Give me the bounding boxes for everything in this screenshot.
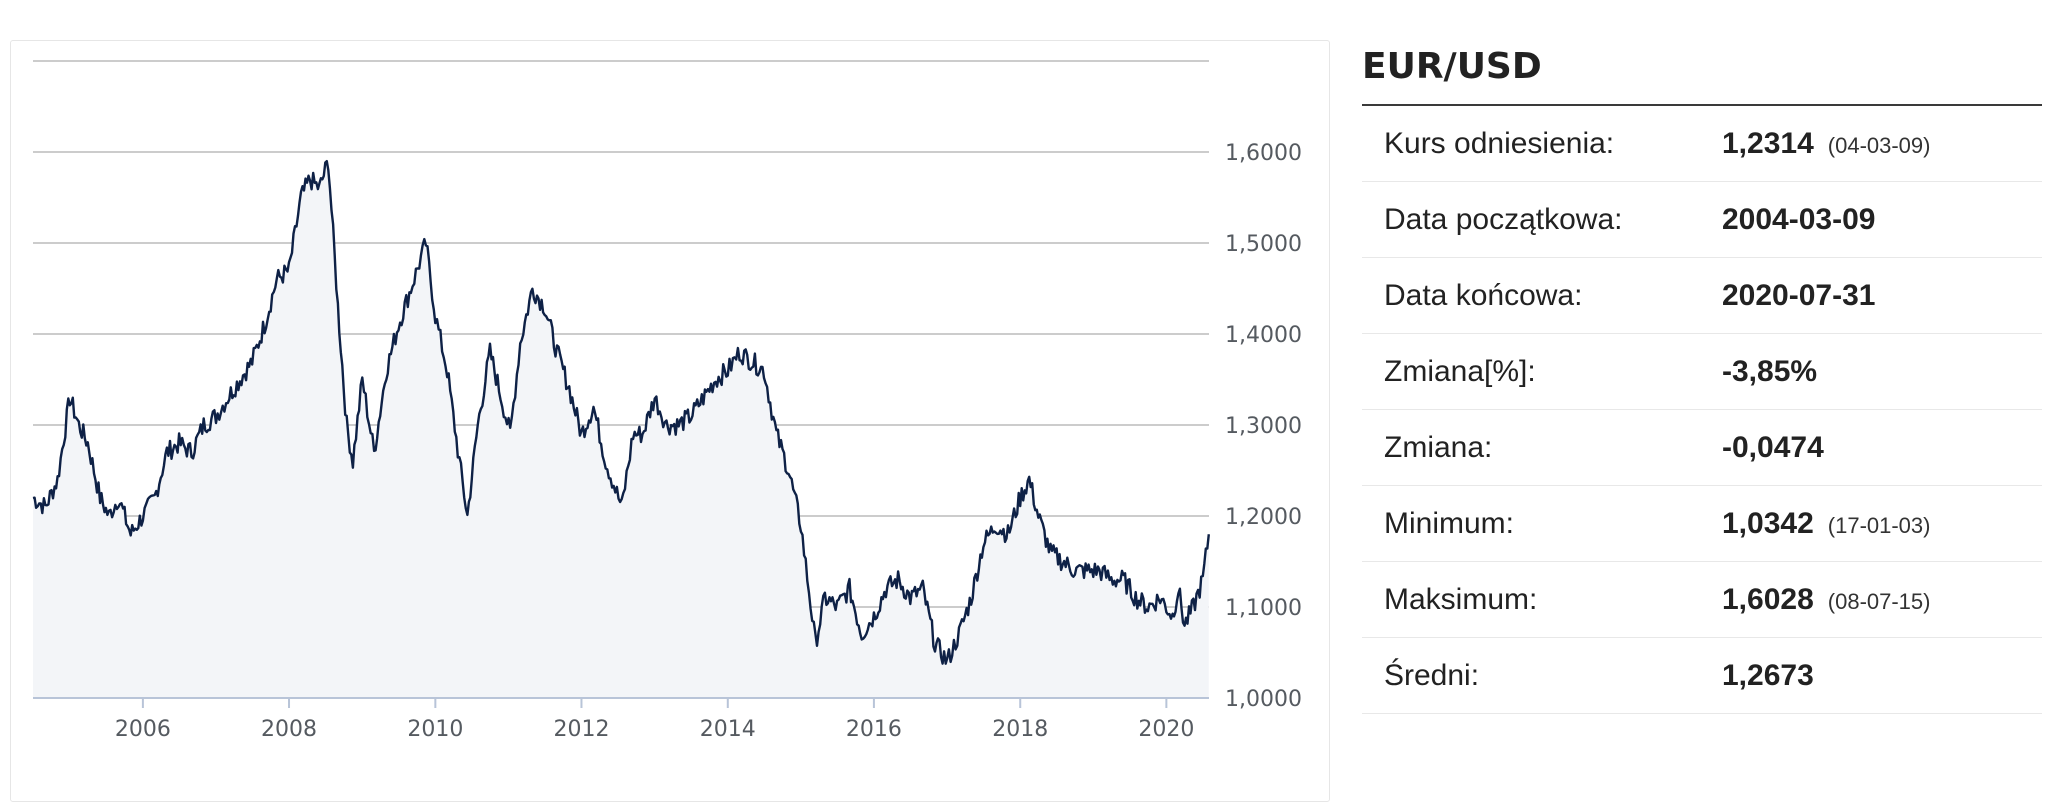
- series-line: [32, 160, 1210, 665]
- stat-value-text: 1,6028: [1722, 583, 1814, 616]
- stat-row: Zmiana[%]: -3,85%: [1362, 334, 2042, 410]
- stat-label: Data końcowa:: [1384, 279, 1583, 312]
- stat-row: Data początkowa: 2004-03-09: [1362, 182, 2042, 258]
- stat-label: Maksimum:: [1384, 583, 1538, 616]
- x-tick-label: 2018: [992, 717, 1048, 742]
- y-tick-label: 1,5000: [1225, 232, 1302, 257]
- stat-label: Zmiana:: [1384, 431, 1493, 464]
- x-tick-label: 2006: [115, 717, 171, 742]
- chart-svg: 1,0000 1,1000 1,2000 1,3000 1,4000 1,5000 1,60…: [32, 60, 1302, 742]
- stat-label: Średni:: [1384, 659, 1480, 692]
- stat-value: 1,6028 (08-07-15): [1722, 562, 1930, 639]
- stat-value-text: 1,2314: [1722, 127, 1814, 160]
- stat-row: Maksimum: 1,6028 (08-07-15): [1362, 562, 2042, 638]
- stat-label: Data początkowa:: [1384, 203, 1623, 236]
- stat-row: Kurs odniesienia: 1,2314 (04-03-09): [1362, 106, 2042, 182]
- y-tick-label: 1,0000: [1225, 687, 1302, 712]
- stat-value-text: 2004-03-09: [1722, 203, 1876, 236]
- chart-panel: 1,0000 1,1000 1,2000 1,3000 1,4000 1,5000 1,60…: [10, 40, 1330, 802]
- pair-title: EUR/USD: [1362, 40, 2042, 106]
- y-tick-label: 1,1000: [1225, 596, 1302, 621]
- y-tick-label: 1,6000: [1225, 141, 1302, 166]
- stat-value-text: -0,0474: [1722, 431, 1824, 464]
- stat-label: Zmiana[%]:: [1384, 355, 1536, 388]
- stat-value: 1,2314 (04-03-09): [1722, 106, 1930, 183]
- stat-label: Kurs odniesienia:: [1384, 127, 1615, 160]
- x-tick-label: 2016: [846, 717, 902, 742]
- stat-value: 2020-07-31: [1722, 258, 1875, 333]
- y-tick-label: 1,3000: [1225, 414, 1302, 439]
- stat-row: Zmiana: -0,0474: [1362, 410, 2042, 486]
- stat-value-text: 2020-07-31: [1722, 279, 1876, 312]
- stat-value: -3,85%: [1722, 334, 1817, 409]
- stat-row: Średni: 1,2673: [1362, 638, 2042, 714]
- stat-date-note: (08-07-15): [1827, 589, 1931, 614]
- stat-date-note: (17-01-03): [1827, 513, 1931, 538]
- stat-value-text: 1,2673: [1722, 659, 1814, 692]
- y-tick-label: 1,4000: [1225, 323, 1302, 348]
- stat-date-note: (04-03-09): [1827, 133, 1931, 158]
- stat-value-text: 1,0342: [1722, 507, 1814, 540]
- stat-value: 1,0342 (17-01-03): [1722, 486, 1930, 563]
- stat-value: 1,2673: [1722, 638, 1814, 713]
- stat-value: -0,0474: [1722, 410, 1824, 485]
- x-tick-label: 2014: [700, 717, 756, 742]
- stat-label: Minimum:: [1384, 507, 1515, 540]
- x-tick-label: 2010: [407, 717, 463, 742]
- x-tick-label: 2020: [1138, 717, 1194, 742]
- y-tick-labels: 1,0000 1,1000 1,2000 1,3000 1,4000 1,5000 1,60…: [1225, 141, 1302, 712]
- series-area-fill: [33, 161, 1209, 698]
- y-tick-label: 1,2000: [1225, 505, 1302, 530]
- x-tick-label: 2012: [553, 717, 609, 742]
- area-layer: [32, 160, 1210, 698]
- x-tick-label: 2008: [261, 717, 317, 742]
- stat-value-text: -3,85%: [1722, 355, 1818, 388]
- stat-value: 2004-03-09: [1722, 182, 1875, 257]
- stats-table: Kurs odniesienia: 1,2314 (04-03-09) Data po…: [1362, 106, 2042, 714]
- stat-row: Minimum: 1,0342 (17-01-03): [1362, 486, 2042, 562]
- info-panel: EUR/USD Kurs odniesienia: 1,2314 (04-03-09…: [1362, 40, 2042, 714]
- stat-row: Data końcowa: 2020-07-31: [1362, 258, 2042, 334]
- x-tick-labels: 2006 2008 2010 2012 2014 2016 2018 2020: [115, 698, 1194, 742]
